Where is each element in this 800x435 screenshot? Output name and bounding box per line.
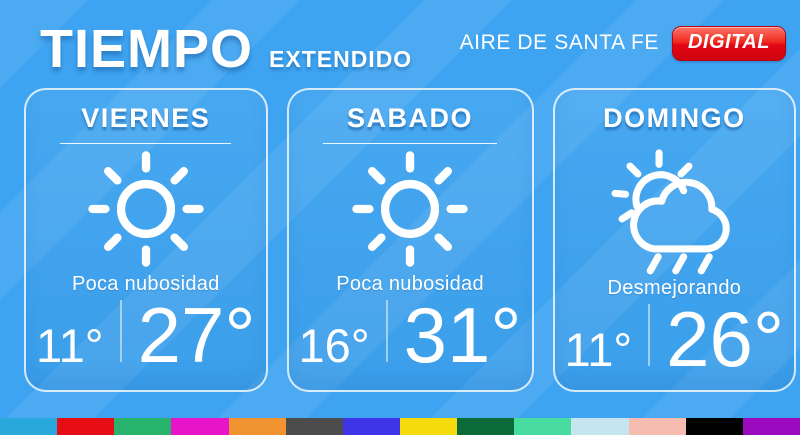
temp-max: 31° bbox=[403, 291, 522, 379]
day-label: SABADO bbox=[347, 103, 474, 133]
day-label: VIERNES bbox=[81, 103, 211, 133]
page-subtitle: EXTENDIDO bbox=[269, 46, 413, 72]
page-title: TIEMPO bbox=[40, 19, 254, 79]
brand-name: AIRE DE SANTA FE bbox=[459, 31, 659, 54]
condition-label: Poca nubosidad bbox=[336, 273, 484, 295]
color-chip bbox=[0, 418, 58, 435]
sun-rain-cloud-icon bbox=[608, 145, 740, 277]
condition-label: Desmejorando bbox=[607, 277, 742, 299]
color-chip bbox=[114, 418, 172, 435]
color-chip bbox=[742, 418, 800, 435]
color-chip bbox=[171, 418, 229, 435]
color-chip bbox=[571, 418, 629, 435]
color-chip bbox=[685, 418, 743, 435]
forecast-row: VIERNES Poca nubosidad 11° bbox=[24, 88, 797, 392]
day-label: DOMINGO bbox=[603, 103, 746, 133]
color-chip bbox=[342, 418, 400, 435]
temp-max: 27° bbox=[137, 291, 256, 379]
color-strip bbox=[0, 418, 800, 435]
forecast-card-viernes: VIERNES Poca nubosidad 11° bbox=[24, 88, 268, 392]
temp-max: 26° bbox=[666, 295, 785, 383]
temp-separator bbox=[385, 300, 388, 362]
condition-label: Poca nubosidad bbox=[71, 273, 220, 295]
temps-row: 11° 27° bbox=[36, 296, 256, 374]
temp-separator bbox=[119, 300, 122, 362]
forecast-card-domingo: DOMINGO bbox=[552, 88, 797, 392]
digital-badge: DIGITAL bbox=[671, 25, 786, 61]
temp-separator bbox=[648, 304, 651, 366]
color-chip bbox=[399, 418, 458, 435]
color-chip bbox=[285, 418, 343, 435]
divider-line bbox=[323, 143, 498, 144]
color-chip bbox=[457, 418, 515, 435]
sun-icon bbox=[86, 146, 206, 273]
temp-min: 11° bbox=[36, 319, 104, 372]
temp-min: 11° bbox=[564, 323, 633, 376]
divider-line bbox=[60, 143, 232, 144]
temps-row: 11° 26° bbox=[565, 300, 785, 378]
title-group: TIEMPO EXTENDIDO bbox=[40, 22, 412, 76]
color-chip bbox=[514, 418, 572, 435]
color-chip bbox=[228, 418, 286, 435]
brand-group: AIRE DE SANTA FE DIGITAL bbox=[459, 25, 786, 61]
sun-icon bbox=[350, 146, 470, 273]
forecast-card-sabado: SABADO Poca nubosidad 16° bbox=[286, 88, 534, 392]
temp-min: 16° bbox=[298, 319, 370, 372]
header: TIEMPO EXTENDIDO AIRE DE SANTA FE DIGITA… bbox=[0, 0, 800, 88]
color-chip bbox=[628, 418, 686, 435]
color-chip bbox=[57, 418, 115, 435]
temps-row: 16° 31° bbox=[299, 296, 522, 374]
